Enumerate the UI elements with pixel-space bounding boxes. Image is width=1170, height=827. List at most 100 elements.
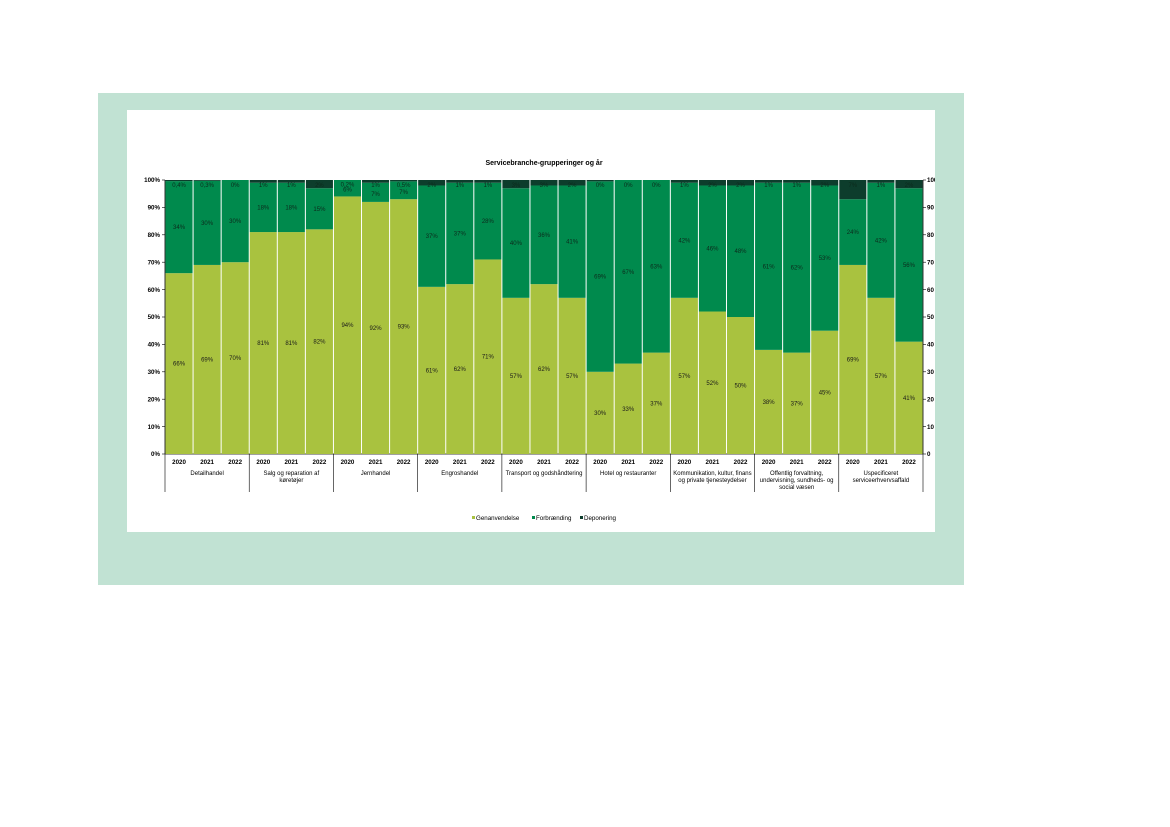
legend-label: Forbrænding	[536, 515, 572, 522]
data-label: 57%	[566, 374, 579, 380]
y-tick-label-left: 20%	[148, 396, 161, 403]
bar-segment-forbrnding-10	[446, 182, 474, 285]
x-tick-label-year: 2020	[677, 459, 691, 466]
data-label: 70%	[229, 356, 242, 362]
y-tick-label-left: 80%	[148, 232, 161, 239]
stacked-bar-chart: Servicebranche-grupperinger og år 0% 10% 20…	[144, 159, 938, 522]
data-label: 2%	[315, 183, 324, 189]
data-label: 48%	[735, 249, 748, 255]
y-tick-label-right: 0	[927, 451, 931, 458]
x-tick-label-year: 2021	[790, 459, 804, 466]
group-label: Salg og reparation af	[263, 471, 319, 477]
y-tick-label-right: 80	[927, 232, 934, 239]
y-tick-label-left: 100%	[144, 177, 160, 184]
data-label: 81%	[285, 341, 298, 347]
legend-swatch-0	[472, 516, 475, 519]
data-label: 41%	[566, 240, 579, 246]
data-label: 42%	[875, 238, 888, 244]
x-tick-label-year: 2022	[397, 459, 411, 466]
data-label: 2%	[820, 183, 829, 189]
bar-segment-genanvendelse-17	[642, 352, 670, 454]
bar-segment-forbrnding-22	[783, 182, 811, 353]
bar-segment-deponering-11	[474, 180, 502, 183]
data-label: 1%	[259, 183, 268, 189]
data-label: 37%	[650, 401, 663, 407]
data-label: 33%	[622, 407, 635, 413]
data-label: 2%	[427, 183, 436, 189]
bar-segment-deponering-24	[839, 180, 867, 200]
data-label: 3%	[512, 183, 521, 189]
group-label: køretøjer	[279, 478, 303, 484]
data-label: 71%	[482, 355, 495, 361]
data-label: 57%	[510, 374, 523, 380]
bar-segment-deponering-3	[249, 180, 277, 183]
data-label: 3%	[540, 183, 549, 189]
data-label: 52%	[706, 381, 719, 387]
legend-label: Genanvendelse	[476, 515, 520, 522]
x-tick-label-year: 2021	[874, 459, 888, 466]
bar-segment-genanvendelse-24	[839, 264, 867, 454]
legend-label: Deponering	[584, 515, 617, 522]
x-tick-label-year: 2020	[509, 459, 523, 466]
data-label: 18%	[257, 205, 270, 211]
x-tick-label-year: 2021	[621, 459, 635, 466]
y-tick-label-left: 40%	[148, 342, 161, 349]
bar-segment-deponering-7	[362, 180, 390, 183]
data-label: 81%	[257, 341, 270, 347]
bar-segment-genanvendelse-1	[193, 264, 221, 454]
bar-segment-deponering-0	[165, 180, 193, 182]
data-label: 2%	[905, 183, 914, 189]
data-label: 61%	[426, 368, 439, 374]
data-label: 30%	[229, 219, 242, 225]
data-label: 7%	[371, 192, 380, 198]
data-label: 1%	[680, 183, 689, 189]
bar-segment-forbrnding-3	[249, 182, 277, 233]
bar-segment-forbrnding-12	[502, 188, 530, 298]
bar-segment-genanvendelse-20	[726, 317, 755, 454]
x-tick-label-year: 2022	[481, 459, 495, 466]
bar-segment-deponering-9	[418, 180, 446, 186]
bar-segment-forbrnding-24	[839, 199, 867, 265]
x-tick-label-year: 2020	[762, 459, 776, 466]
bar-segment-deponering-19	[698, 180, 726, 186]
bar-segment-deponering-5	[305, 180, 333, 189]
bar-segment-deponering-26	[895, 180, 923, 189]
bar-segment-genanvendelse-3	[249, 232, 277, 454]
y-tick-label-left: 50%	[148, 314, 161, 321]
bar-segment-deponering-14	[558, 180, 586, 186]
bar-segment-forbrnding-15	[586, 181, 614, 372]
data-label: 30%	[594, 411, 607, 417]
data-label: 50%	[735, 384, 748, 390]
bar-segment-genanvendelse-4	[277, 232, 305, 454]
data-label: 0,4%	[172, 183, 186, 189]
group-label: serviceerhvervsaffald	[853, 478, 910, 484]
bar-segment-forbrnding-26	[895, 188, 923, 342]
data-label: 1%	[455, 183, 464, 189]
bar-segment-deponering-23	[811, 180, 839, 186]
data-label: 1%	[792, 183, 801, 189]
x-tick-label-year: 2021	[200, 459, 214, 466]
data-label: 7%	[848, 183, 857, 189]
data-label: 42%	[678, 238, 691, 244]
group-label: Hotel og restauranter	[600, 471, 656, 477]
data-label: 37%	[426, 234, 439, 240]
y-tick-label-left: 70%	[148, 259, 161, 266]
bar-segment-deponering-21	[755, 180, 783, 183]
x-tick-label-year: 2021	[369, 459, 383, 466]
bar-segment-genanvendelse-18	[670, 297, 698, 454]
data-label: 2%	[568, 183, 577, 189]
bar-segment-genanvendelse-2	[221, 262, 249, 454]
bar-segment-genanvendelse-10	[446, 284, 474, 454]
group-label: Transport og godshåndtering	[506, 470, 583, 477]
bar-segment-genanvendelse-6	[333, 196, 362, 454]
group-label: Jernhandel	[361, 471, 391, 477]
group-label: og private tjenesteydelser	[678, 478, 746, 484]
y-tick-label-left: 30%	[148, 369, 161, 376]
group-label: Engroshandel	[441, 471, 478, 477]
data-label: 57%	[678, 374, 691, 380]
data-label: 0%	[596, 183, 605, 189]
data-label: 93%	[398, 325, 411, 331]
bar-segment-deponering-10	[446, 180, 474, 183]
data-label: 1%	[287, 183, 296, 189]
bar-segment-forbrnding-25	[867, 182, 895, 298]
